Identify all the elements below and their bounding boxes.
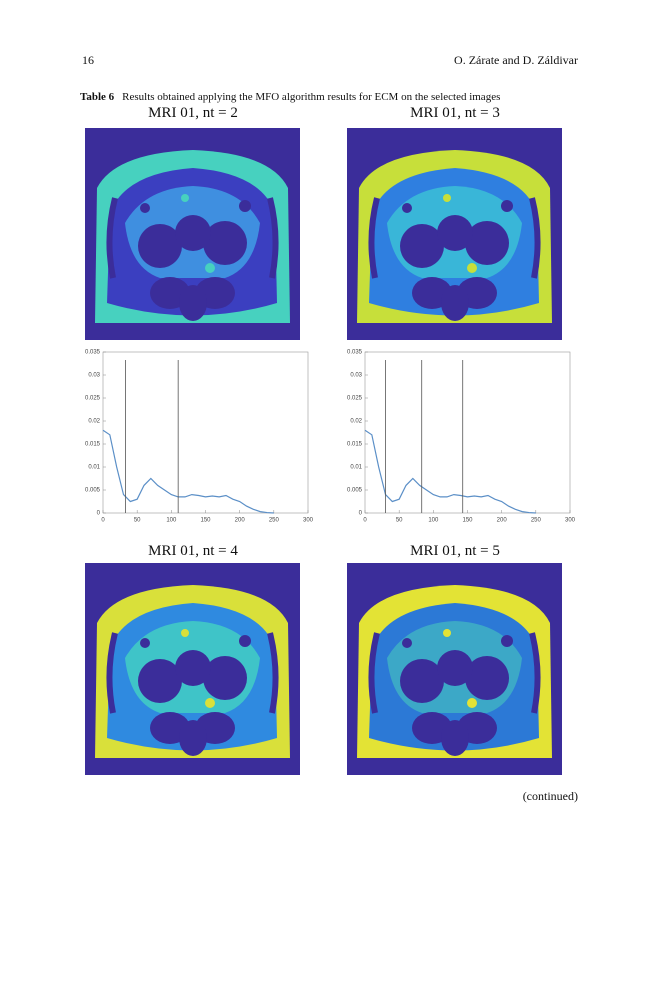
histogram-line: [364, 429, 536, 514]
x-tick-label: 250: [269, 518, 280, 524]
panel-title: MRI 01, nt = 5: [410, 543, 500, 559]
mri-image: [85, 563, 300, 775]
x-tick-label: 200: [235, 518, 246, 524]
mri-image: [347, 563, 562, 775]
table-label: Table 6: [80, 91, 115, 103]
x-tick-label: 300: [303, 518, 314, 524]
histogram-line: [102, 429, 274, 514]
x-tick-label: 250: [531, 518, 542, 524]
y-tick-label: 0.03: [88, 373, 100, 379]
mri-image: [85, 128, 300, 340]
panel-title: MRI 01, nt = 4: [148, 543, 238, 559]
x-tick-label: 50: [396, 518, 403, 524]
x-tick-label: 100: [166, 518, 177, 524]
x-tick-label: 0: [363, 518, 367, 524]
plot-frame: [102, 351, 309, 514]
y-tick-label: 0.02: [88, 419, 100, 425]
y-tick-label: 0.025: [85, 396, 101, 402]
y-tick-label: 0.035: [347, 350, 363, 356]
panel-title: MRI 01, nt = 3: [410, 105, 500, 121]
x-tick-label: 50: [134, 518, 141, 524]
mri-image: [347, 128, 562, 340]
y-tick-label: 0.025: [347, 396, 363, 402]
x-tick-label: 0: [101, 518, 105, 524]
plot-frame: [364, 351, 571, 514]
x-tick-label: 200: [497, 518, 508, 524]
continued-note: (continued): [523, 789, 578, 803]
y-tick-label: 0.015: [347, 442, 363, 448]
x-tick-label: 300: [565, 518, 576, 524]
y-tick-label: 0: [359, 511, 363, 517]
y-tick-label: 0.02: [350, 419, 362, 425]
caption-text: Results obtained applying the MFO algori…: [122, 91, 500, 103]
x-tick-label: 150: [200, 518, 211, 524]
y-tick-label: 0.005: [85, 488, 101, 494]
x-tick-label: 100: [428, 518, 439, 524]
y-tick-label: 0.01: [88, 465, 100, 471]
table-caption: Table 6 Results obtained applying the MFO…: [80, 91, 500, 103]
panel-title: MRI 01, nt = 2: [148, 105, 238, 121]
x-tick-label: 150: [462, 518, 473, 524]
y-tick-label: 0.035: [85, 350, 101, 356]
y-tick-label: 0.03: [350, 373, 362, 379]
y-tick-label: 0.015: [85, 442, 101, 448]
page-number: 16: [82, 53, 94, 67]
y-tick-label: 0.01: [350, 465, 362, 471]
running-head: O. Zárate and D. Záldivar: [454, 53, 578, 67]
y-tick-label: 0: [97, 511, 101, 517]
y-tick-label: 0.005: [347, 488, 363, 494]
